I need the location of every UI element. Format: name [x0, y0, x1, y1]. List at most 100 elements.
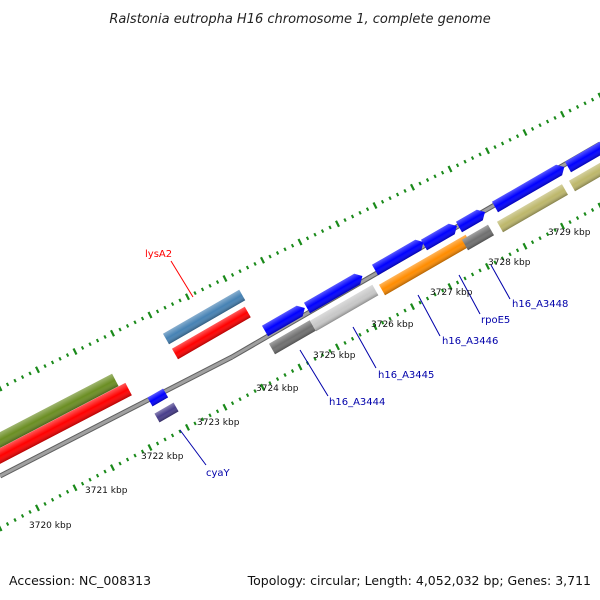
outer-track-tick: [13, 378, 17, 383]
outer-track-tick: [147, 311, 153, 319]
inner-track-tick: [418, 300, 422, 305]
outer-track-tick: [425, 178, 430, 182]
kbp-label-3727: 3727 kbp: [430, 288, 473, 298]
outer-track-tick: [335, 220, 340, 228]
inner-track-tick: [110, 464, 115, 472]
label-cyay[interactable]: cyaY: [206, 468, 231, 479]
outer-track-tick: [163, 305, 167, 310]
outer-track-tick: [268, 254, 272, 259]
inner-track-tick: [95, 473, 100, 478]
outer-track-tick: [343, 218, 347, 223]
inner-track-tick: [133, 453, 137, 458]
inner-track-tick: [335, 343, 340, 351]
outer-track-tick: [193, 291, 197, 296]
gene-blue-4[interactable]: [421, 221, 460, 251]
inner-track-tick: [155, 441, 160, 446]
gene-khaki-right[interactable]: [569, 150, 600, 192]
inner-track-tick: [530, 240, 535, 245]
outer-track-tick: [485, 147, 490, 155]
inner-track-tick: [365, 328, 370, 333]
inner-track-tick: [440, 288, 445, 293]
gene-olive-left[interactable]: [0, 373, 119, 465]
inner-track-tick: [5, 522, 10, 526]
label-rpoe5[interactable]: rpoE5: [481, 315, 510, 326]
outer-track-tick: [418, 181, 422, 186]
outer-track-tick: [545, 119, 550, 124]
outer-track-tick: [110, 329, 115, 337]
outer-track-tick: [455, 163, 460, 168]
inner-track-tick: [380, 320, 385, 325]
inner-track-tick: [522, 242, 528, 250]
inner-track-tick: [455, 280, 460, 285]
outer-track-tick: [440, 170, 445, 175]
outer-track-tick: [553, 115, 557, 120]
gene-red-left[interactable]: [0, 382, 132, 481]
inner-track-tick: [28, 509, 32, 514]
gene-blue-5[interactable]: [456, 207, 488, 233]
leader-h16-a3448: [490, 264, 511, 300]
outer-track-tick: [50, 360, 55, 365]
inner-track-tick: [590, 208, 595, 212]
outer-track-tick: [230, 272, 235, 277]
gene-cyay[interactable]: [154, 402, 179, 423]
outer-track-tick: [372, 202, 378, 209]
gene-blue-2[interactable]: [304, 271, 365, 314]
inner-track-tick: [215, 409, 220, 414]
gene-blue-1[interactable]: [262, 303, 308, 337]
label-lysa2[interactable]: lysA2: [145, 249, 172, 260]
inner-track-tick: [350, 336, 355, 341]
outer-track-tick: [410, 183, 415, 191]
leader-rpoe5: [458, 274, 481, 315]
gene-red-lysa2[interactable]: [172, 306, 251, 360]
gene-blue-cyay-upper[interactable]: [147, 388, 169, 407]
label-h16-a3445[interactable]: h16_A3445: [378, 370, 434, 381]
leader-lysa2: [170, 260, 194, 298]
outer-track-tick: [560, 110, 565, 118]
gene-h16-a3446[interactable]: [379, 234, 472, 296]
inner-track-tick: [395, 312, 400, 317]
kbp-label-3723: 3723 kbp: [197, 418, 240, 428]
outer-track-tick: [597, 92, 600, 99]
outer-track-tick: [583, 101, 587, 106]
outer-track-tick: [200, 287, 205, 292]
gene-blue-7[interactable]: [565, 129, 600, 173]
outer-track-tick: [185, 293, 190, 301]
label-h16-a3444[interactable]: h16_A3444: [329, 397, 385, 408]
inner-track-tick: [575, 216, 580, 221]
gene-blue-3[interactable]: [372, 237, 426, 276]
kbp-label-3725: 3725 kbp: [313, 351, 356, 361]
gene-blue-6[interactable]: [492, 162, 567, 213]
outer-track-tick: [58, 356, 62, 361]
outer-track-tick: [365, 207, 370, 212]
inner-track-tick: [118, 461, 122, 466]
inner-track-tick: [58, 493, 62, 498]
outer-track-tick: [313, 232, 317, 237]
gene-h16-a3444[interactable]: [269, 320, 316, 355]
gene-h16-a3448[interactable]: [497, 184, 568, 233]
label-h16-a3448[interactable]: h16_A3448: [512, 299, 568, 310]
outer-track-tick: [140, 316, 145, 321]
kbp-label-3728: 3728 kbp: [488, 258, 531, 268]
inner-track-tick: [343, 340, 347, 345]
inner-track-tick: [0, 525, 3, 532]
outer-track-tick: [35, 366, 40, 374]
inner-track-tick: [358, 332, 362, 337]
gene-h16-a3445[interactable]: [310, 284, 379, 332]
gene-lysa2[interactable]: [163, 289, 246, 345]
inner-track-tick: [597, 202, 600, 209]
outer-track-tick: [28, 371, 32, 376]
inner-track-tick: [320, 352, 325, 357]
outer-track-tick: [275, 251, 280, 255]
inner-track-tick: [447, 283, 453, 290]
outer-track-tick: [290, 243, 295, 248]
leader-cyay: [179, 429, 207, 466]
outer-track-tick: [155, 309, 160, 314]
outer-track-tick: [433, 174, 437, 179]
label-h16-a3446[interactable]: h16_A3446: [442, 336, 498, 347]
outer-track-tick: [0, 385, 3, 392]
gene-rpoe5[interactable]: [462, 224, 494, 251]
kbp-label-3726: 3726 kbp: [371, 320, 414, 330]
inner-track-tick: [425, 296, 430, 301]
kbp-label-3729: 3729 kbp: [548, 228, 591, 238]
